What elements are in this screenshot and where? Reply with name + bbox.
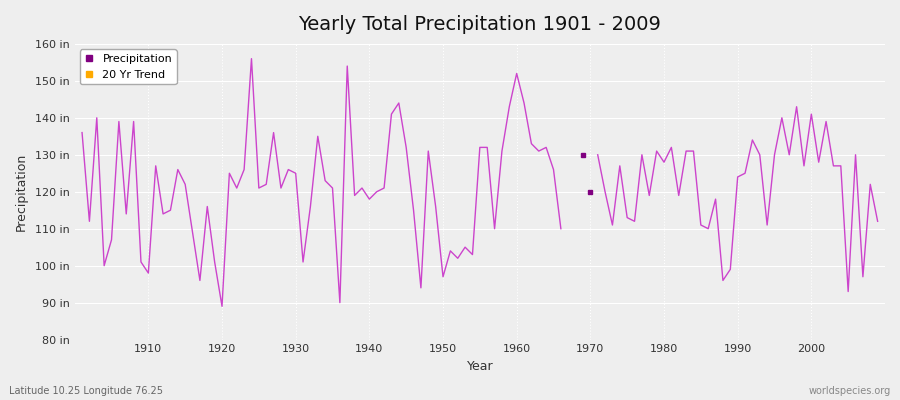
Text: worldspecies.org: worldspecies.org bbox=[809, 386, 891, 396]
Legend: Precipitation, 20 Yr Trend: Precipitation, 20 Yr Trend bbox=[80, 50, 176, 84]
Y-axis label: Precipitation: Precipitation bbox=[15, 153, 28, 231]
X-axis label: Year: Year bbox=[466, 360, 493, 373]
Text: Latitude 10.25 Longitude 76.25: Latitude 10.25 Longitude 76.25 bbox=[9, 386, 163, 396]
Title: Yearly Total Precipitation 1901 - 2009: Yearly Total Precipitation 1901 - 2009 bbox=[299, 15, 662, 34]
